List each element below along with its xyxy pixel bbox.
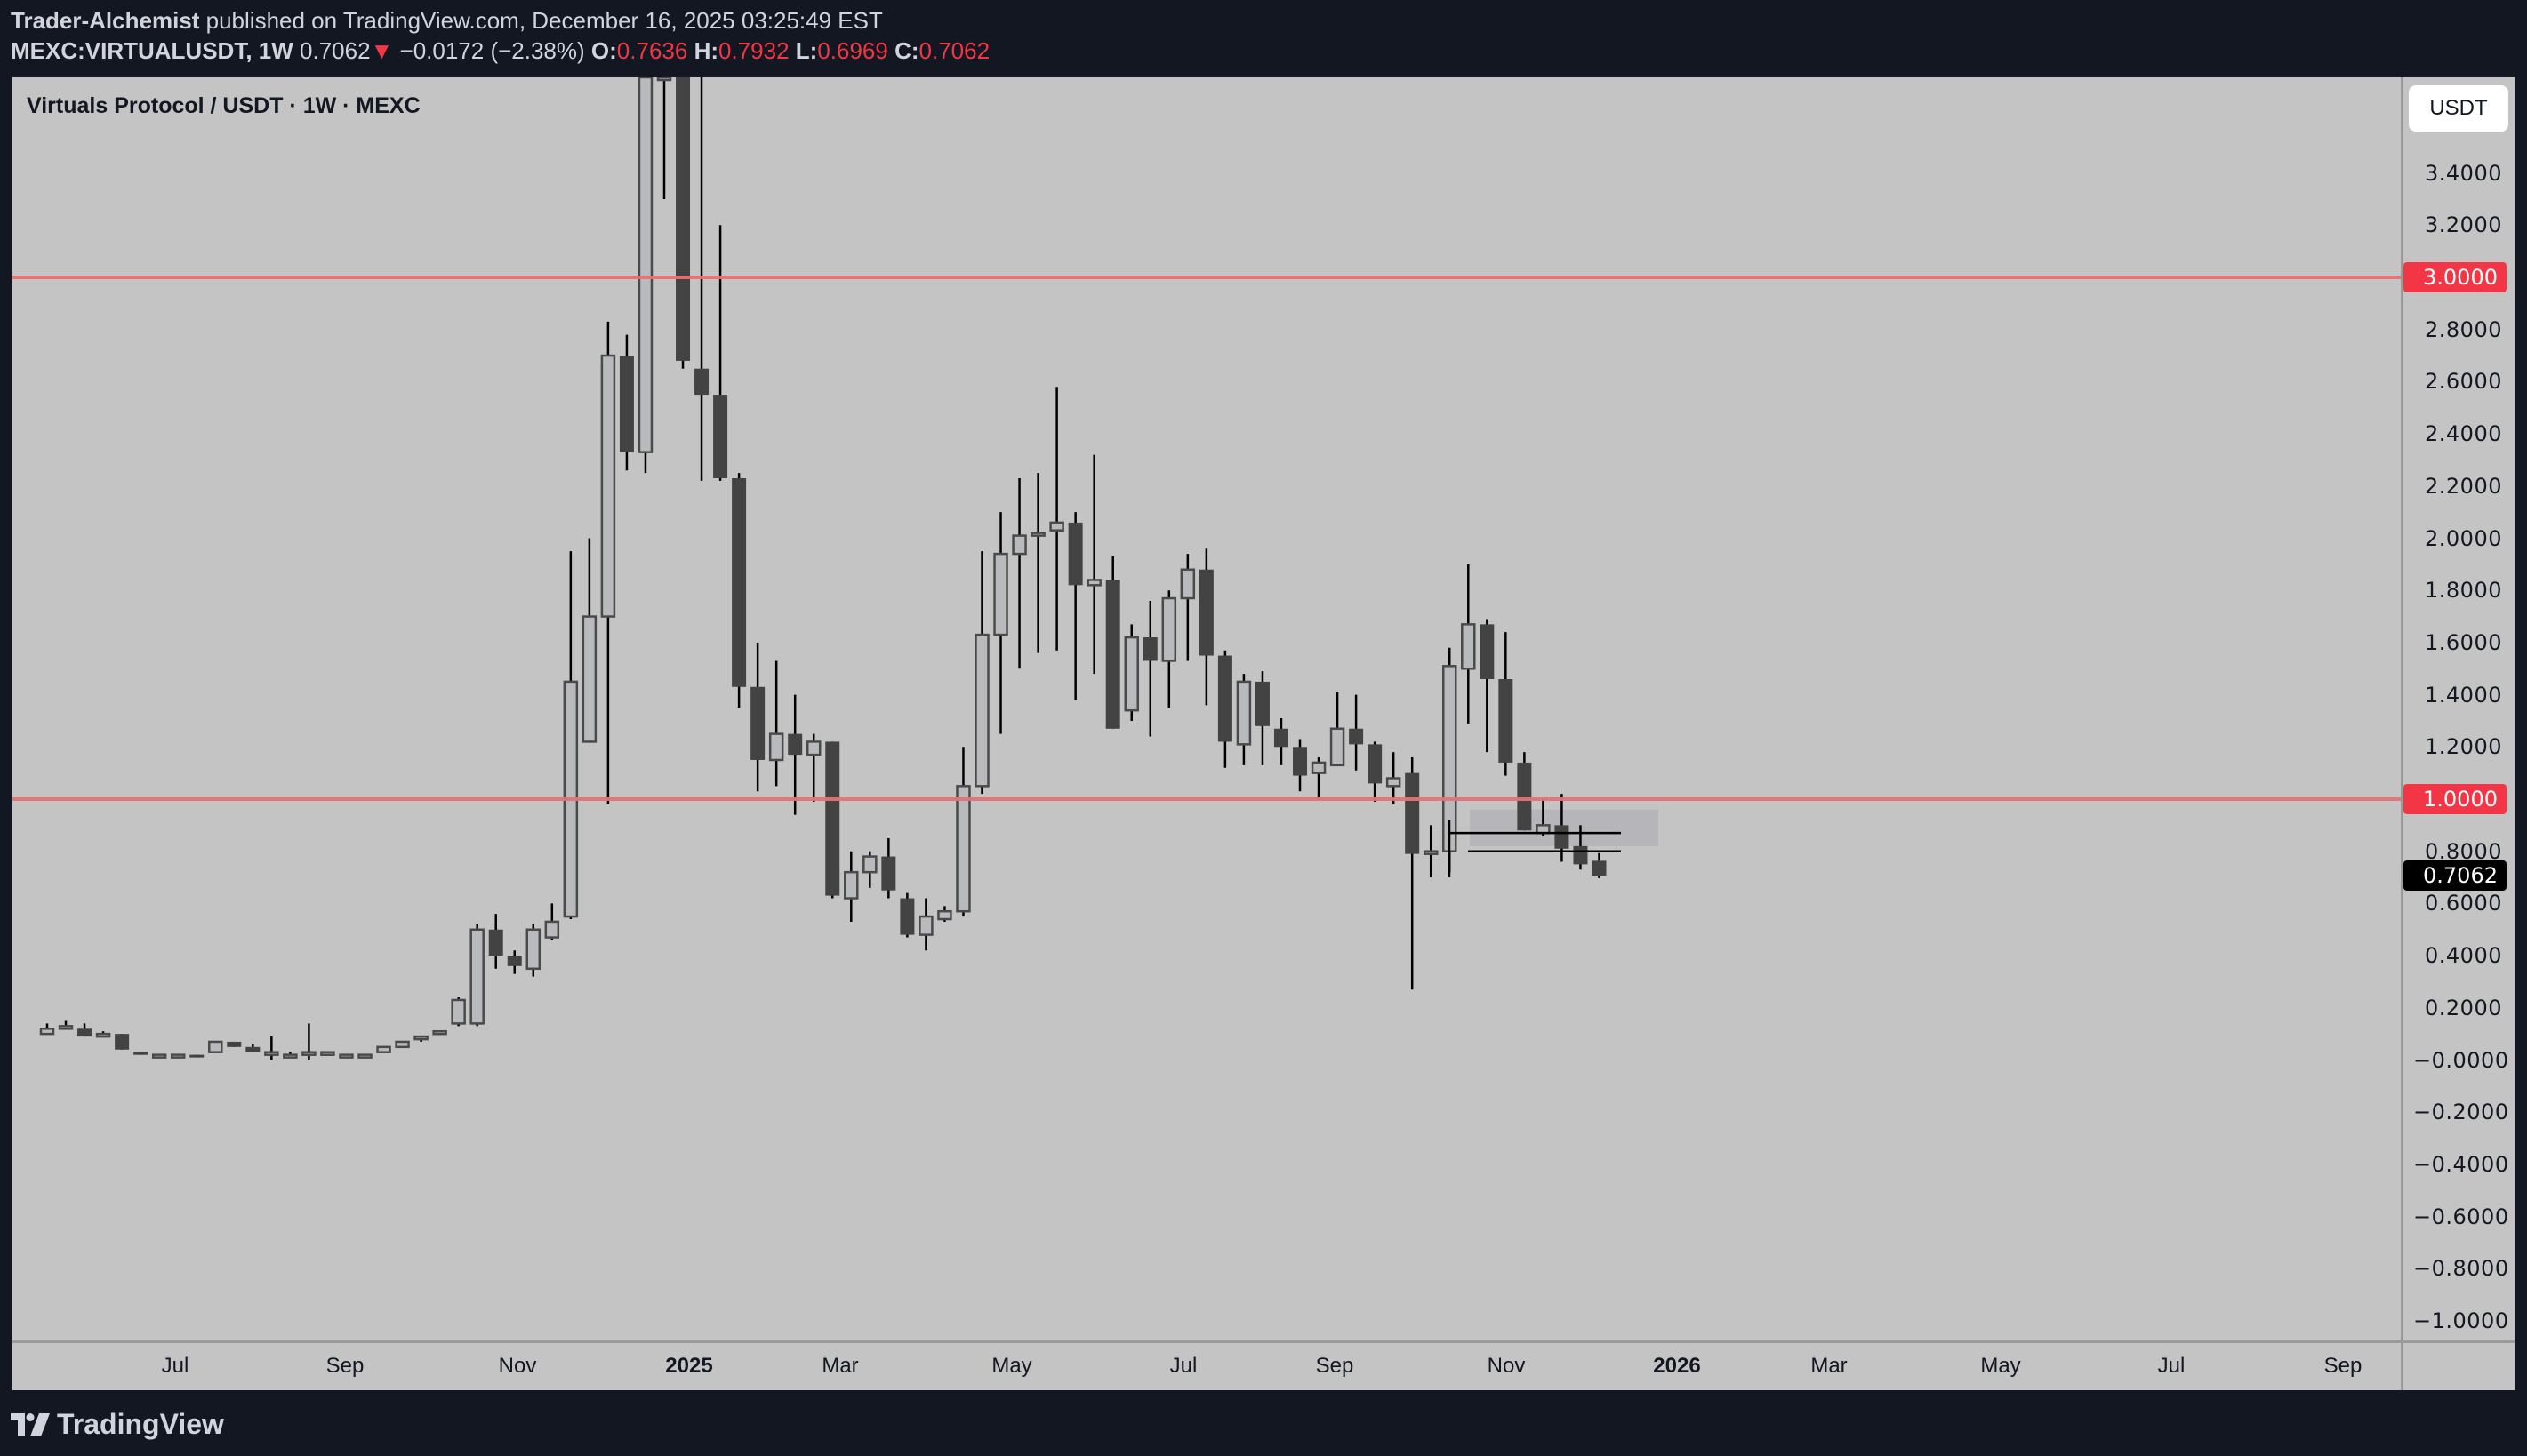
ohlc-legend: MEXC:VIRTUALUSDT, 1W 0.7062▼ −0.0172 (−2… bbox=[11, 37, 990, 65]
chart-panel[interactable]: Virtuals Protocol / USDT · 1W · MEXC USD… bbox=[12, 77, 2515, 1390]
publish-text: published on TradingView.com, December 1… bbox=[199, 7, 883, 34]
close-label: C: bbox=[894, 37, 919, 64]
high-label: H: bbox=[694, 37, 718, 64]
last-price: 0.7062 bbox=[300, 37, 371, 64]
change-value: −0.0172 (−2.38%) bbox=[399, 37, 585, 64]
price-tick: 0.8000 bbox=[2425, 838, 2502, 864]
currency-unit-button[interactable]: USDT bbox=[2409, 85, 2508, 132]
chart-title: Virtuals Protocol / USDT · 1W · MEXC bbox=[27, 93, 421, 118]
horizontal-line-3[interactable] bbox=[12, 276, 2401, 279]
low-value: 0.6969 bbox=[817, 37, 888, 64]
candlestick-plot[interactable] bbox=[12, 77, 2401, 1340]
tradingview-logo[interactable]: TradingView bbox=[11, 1408, 224, 1441]
horizontal-line-1[interactable] bbox=[12, 797, 2401, 801]
open-value: 0.7636 bbox=[616, 37, 688, 64]
price-tick: −0.4000 bbox=[2413, 1151, 2509, 1177]
price-tick: 2.4000 bbox=[2425, 421, 2502, 447]
brand-name: TradingView bbox=[57, 1408, 224, 1440]
time-tick: Nov bbox=[498, 1354, 537, 1378]
last-price-label: 0.7062 bbox=[2403, 860, 2507, 892]
price-tick: 2.8000 bbox=[2425, 316, 2502, 342]
low-label: L: bbox=[795, 37, 818, 64]
price-tick: −0.2000 bbox=[2413, 1100, 2509, 1125]
time-tick: Sep bbox=[1315, 1354, 1354, 1378]
price-label-3: 3.0000 bbox=[2403, 262, 2507, 292]
time-tick: Mar bbox=[1810, 1354, 1848, 1378]
price-label-1: 1.0000 bbox=[2403, 784, 2507, 814]
open-label: O: bbox=[590, 37, 617, 64]
time-tick: 2025 bbox=[665, 1354, 713, 1378]
time-tick: Jul bbox=[1169, 1354, 1198, 1378]
author-name[interactable]: Trader-Alchemist bbox=[11, 7, 200, 34]
price-tick: 1.6000 bbox=[2425, 629, 2502, 655]
price-tick: 0.2000 bbox=[2425, 995, 2502, 1020]
time-tick: Nov bbox=[1487, 1354, 1526, 1378]
time-tick: Jul bbox=[2157, 1354, 2186, 1378]
price-tick: 1.8000 bbox=[2425, 578, 2502, 604]
price-tick: 1.2000 bbox=[2425, 734, 2502, 760]
price-tick: 2.2000 bbox=[2425, 473, 2502, 499]
down-arrow-icon: ▼ bbox=[370, 37, 394, 64]
time-tick: Mar bbox=[822, 1354, 859, 1378]
time-tick: 2026 bbox=[1653, 1354, 1701, 1378]
tradingview-logo-icon bbox=[11, 1412, 50, 1436]
price-axis-divider bbox=[2401, 77, 2403, 1390]
time-tick: Jul bbox=[161, 1354, 189, 1378]
publish-info: Trader-Alchemist published on TradingVie… bbox=[11, 7, 883, 35]
time-tick: Sep bbox=[325, 1354, 365, 1378]
time-tick: May bbox=[1980, 1354, 2021, 1378]
close-value: 0.7062 bbox=[919, 37, 991, 64]
symbol-label: MEXC:VIRTUALUSDT, 1W bbox=[11, 37, 293, 64]
time-axis-divider bbox=[12, 1340, 2515, 1343]
price-tick: 2.6000 bbox=[2425, 369, 2502, 395]
price-tick: 0.6000 bbox=[2425, 891, 2502, 916]
time-tick: May bbox=[991, 1354, 1032, 1378]
price-tick: −0.0000 bbox=[2413, 1047, 2509, 1073]
price-tick: −0.6000 bbox=[2413, 1204, 2509, 1229]
price-tick: 3.2000 bbox=[2425, 212, 2502, 238]
price-tick: 0.4000 bbox=[2425, 943, 2502, 969]
price-tick: −0.8000 bbox=[2413, 1256, 2509, 1282]
time-tick: Sep bbox=[2323, 1354, 2363, 1378]
price-tick: 1.4000 bbox=[2425, 682, 2502, 708]
price-tick: 3.4000 bbox=[2425, 160, 2502, 186]
price-tick: 2.0000 bbox=[2425, 525, 2502, 551]
high-value: 0.7932 bbox=[718, 37, 790, 64]
price-tick: −1.0000 bbox=[2413, 1308, 2509, 1333]
